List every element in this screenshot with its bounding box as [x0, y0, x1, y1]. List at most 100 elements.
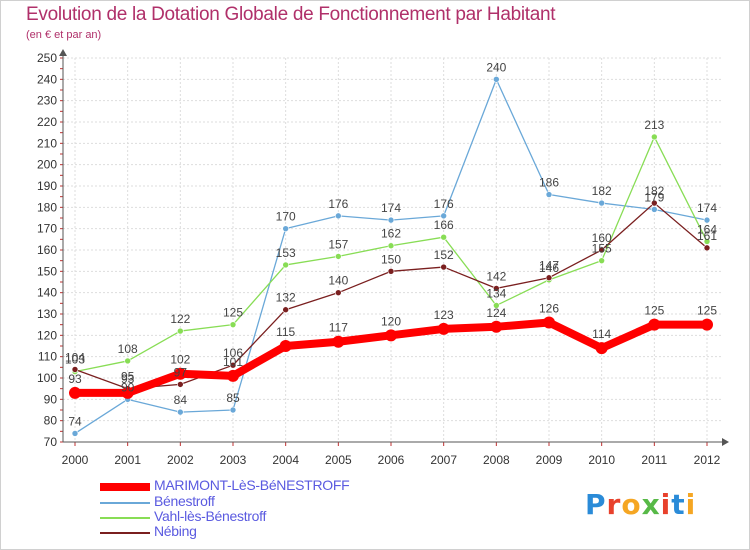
data-label: 74 — [68, 414, 82, 428]
data-label: 140 — [328, 274, 348, 288]
data-point — [332, 335, 345, 348]
legend-label: MARIMONT-LèS-BéNESTROFF — [154, 477, 350, 493]
data-point — [229, 321, 237, 328]
data-label: 146 — [539, 261, 559, 275]
data-label: 104 — [65, 350, 85, 364]
logo-letter: i — [685, 488, 697, 521]
data-label: 95 — [121, 370, 135, 384]
data-label: 155 — [592, 242, 612, 256]
data-label: 142 — [486, 269, 506, 283]
data-label: 122 — [170, 312, 190, 326]
data-point — [648, 318, 661, 331]
grid — [63, 57, 722, 443]
y-tick-label: 220 — [37, 115, 57, 129]
y-tick-label: 190 — [37, 179, 57, 193]
data-label: 240 — [486, 60, 506, 74]
data-label: 126 — [539, 302, 559, 316]
data-point — [440, 233, 447, 241]
data-label: 115 — [276, 325, 295, 339]
data-point — [279, 340, 292, 352]
data-point — [387, 242, 395, 250]
data-point — [651, 199, 658, 207]
axes — [59, 49, 729, 446]
chart-subtitle: (en € et par an) — [26, 29, 102, 41]
data-label: 134 — [486, 286, 506, 300]
legend-label: Vahl-lès-Bénestroff — [154, 508, 267, 524]
data-point — [177, 381, 184, 388]
x-tick-label: 2002 — [167, 453, 194, 467]
data-label: 176 — [328, 197, 348, 211]
data-point — [174, 367, 187, 380]
y-tick-label: 230 — [37, 94, 57, 108]
data-point — [229, 361, 237, 369]
data-label: 97 — [174, 365, 188, 379]
legend-swatch — [100, 483, 150, 491]
data-label: 101 — [223, 355, 243, 369]
data-label: 90 — [121, 380, 135, 394]
data-point — [385, 329, 397, 342]
data-label: 120 — [381, 314, 401, 328]
data-point — [335, 289, 342, 296]
y-tick-labels: 70 80 90 100 110 120 130 140 150 160 170 180 190 200 2… — [37, 51, 57, 449]
data-label: 124 — [486, 306, 506, 320]
data-point — [598, 257, 605, 264]
data-point — [227, 369, 239, 382]
data-label: 213 — [644, 118, 664, 132]
data-label: 174 — [697, 201, 717, 215]
x-tick-label: 2008 — [483, 453, 510, 467]
logo-letter: r — [606, 488, 622, 521]
x-tick-label: 2007 — [430, 453, 457, 467]
data-point — [440, 263, 447, 271]
y-tick-label: 250 — [37, 51, 57, 65]
x-tick-label: 2003 — [220, 453, 247, 467]
data-point — [282, 306, 289, 314]
data-label: 123 — [434, 308, 454, 322]
logo-letter: t — [671, 488, 686, 521]
data-point — [437, 322, 450, 335]
y-tick-label: 180 — [37, 200, 57, 214]
data-point — [335, 212, 342, 220]
data-label: 161 — [697, 229, 717, 243]
data-point — [121, 386, 134, 399]
data-point — [701, 318, 713, 331]
data-point — [493, 302, 500, 309]
y-tick-label: 200 — [37, 158, 57, 172]
data-point — [282, 225, 289, 232]
data-point — [69, 386, 81, 399]
data-point — [71, 366, 79, 373]
y-tick-label: 100 — [37, 371, 57, 385]
data-label: 182 — [592, 184, 612, 198]
data-point — [387, 268, 395, 275]
data-point — [703, 216, 711, 224]
data-point — [440, 212, 447, 220]
data-label: 125 — [697, 304, 717, 318]
x-tick-labels: 2000 2001 2002 2003 2004 2005 2006 2007 2008 2009… — [62, 453, 721, 467]
x-tick-label: 2000 — [62, 453, 89, 467]
data-point — [493, 76, 500, 83]
data-label: 150 — [381, 252, 401, 266]
data-label: 182 — [644, 184, 664, 198]
y-tick-label: 70 — [44, 435, 58, 449]
x-axis-arrow — [722, 438, 729, 446]
data-label: 132 — [276, 291, 296, 305]
x-tick-label: 2010 — [588, 453, 615, 467]
x-tick-label: 2006 — [378, 453, 405, 467]
y-tick-label: 210 — [37, 136, 57, 150]
data-point — [598, 199, 605, 207]
data-label: 157 — [328, 237, 348, 251]
data-label: 152 — [434, 248, 454, 262]
data-label: 147 — [539, 259, 559, 273]
data-point — [229, 406, 237, 414]
x-tick-label: 2012 — [694, 453, 721, 467]
y-tick-label: 140 — [37, 286, 57, 300]
legend-swatch — [100, 517, 150, 519]
data-point — [282, 261, 289, 269]
data-label: 160 — [592, 231, 612, 245]
y-tick-label: 120 — [37, 328, 57, 342]
data-point — [703, 238, 711, 245]
data-label: 117 — [329, 321, 348, 335]
data-label: 125 — [644, 304, 664, 318]
legend-label: Bénestroff — [154, 493, 215, 509]
